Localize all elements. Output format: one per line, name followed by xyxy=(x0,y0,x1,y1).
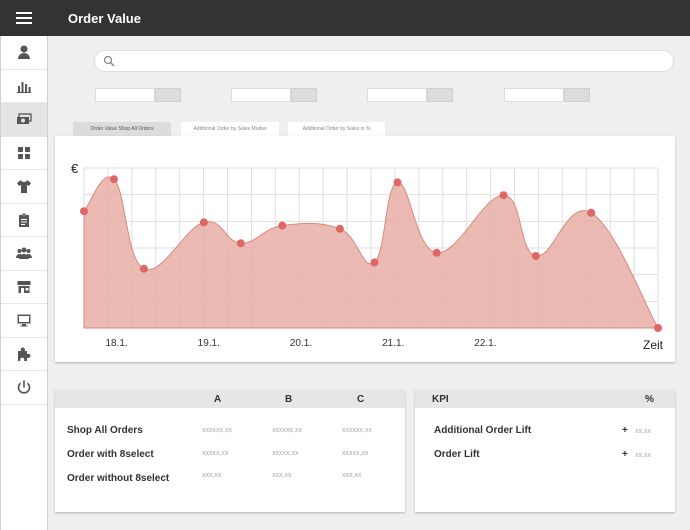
page-title: Order Value xyxy=(68,11,141,26)
table-cell: xxxxx,xx xyxy=(202,450,229,457)
store-icon xyxy=(17,280,31,293)
sidebar-item-products[interactable] xyxy=(1,170,47,204)
filter-3 xyxy=(367,88,453,102)
filter-4 xyxy=(504,88,590,102)
monitor-icon xyxy=(17,314,31,327)
plus-sign: + xyxy=(622,449,628,460)
search-icon xyxy=(103,55,115,67)
data-point-3[interactable] xyxy=(199,218,208,227)
table-cell: xxxxxx,xx xyxy=(272,427,302,434)
search-input[interactable] xyxy=(119,53,659,69)
chart-markers xyxy=(80,175,662,332)
sidebar-item-display[interactable] xyxy=(1,304,47,338)
hamburger-menu-icon[interactable] xyxy=(16,12,32,24)
x-axis-label: Zeit xyxy=(643,338,664,352)
row-label-shop-all-orders: Shop All Orders xyxy=(67,425,143,436)
table-cell: xxx,xx xyxy=(342,472,362,479)
bar-chart-icon xyxy=(17,81,31,93)
area-chart: 18.1. 19.1. 20.1. 21.1. 22.1. € Zeit xyxy=(71,161,664,352)
column-header-b: B xyxy=(285,394,293,405)
table-cell: xxxxxx,xx xyxy=(342,427,372,434)
table-cell: xxx,xx xyxy=(202,472,222,479)
data-point-9[interactable] xyxy=(432,248,441,257)
power-icon xyxy=(17,380,31,394)
puzzle-icon xyxy=(18,347,31,361)
tshirt-icon xyxy=(17,180,31,194)
search-bar[interactable] xyxy=(94,50,674,72)
x-tick-label: 22.1. xyxy=(474,338,496,349)
sidebar-item-dashboard[interactable] xyxy=(1,137,47,170)
row-label-order-lift: Order Lift xyxy=(434,449,480,460)
sidebar-item-shop[interactable] xyxy=(1,271,47,304)
sidebar xyxy=(0,36,48,530)
user-icon xyxy=(18,45,30,60)
data-point-7[interactable] xyxy=(370,258,379,267)
users-icon xyxy=(16,247,32,260)
filter-2-button[interactable] xyxy=(291,88,317,102)
data-point-1[interactable] xyxy=(109,175,118,184)
top-bar: Order Value xyxy=(0,0,690,36)
filter-4-input[interactable] xyxy=(504,88,564,102)
tab-additional-order-by-sales-modus[interactable]: Additional Order by Sales Modus xyxy=(181,122,279,137)
x-tick-label: 18.1. xyxy=(105,338,127,349)
table-cell: xx,xx xyxy=(635,452,651,459)
sidebar-item-user[interactable] xyxy=(1,36,47,70)
data-point-4[interactable] xyxy=(236,239,245,248)
x-tick-label: 21.1. xyxy=(382,338,404,349)
chart-panel: 18.1. 19.1. 20.1. 21.1. 22.1. € Zeit xyxy=(55,136,675,362)
column-header-percent: % xyxy=(645,394,654,405)
column-header-c: C xyxy=(357,394,365,405)
orders-table-header: A B C xyxy=(55,390,405,408)
grid-icon xyxy=(18,146,30,159)
clipboard-icon xyxy=(19,213,29,227)
data-point-11[interactable] xyxy=(531,252,540,260)
data-point-0[interactable] xyxy=(80,207,88,216)
sidebar-item-integrations[interactable] xyxy=(1,338,47,371)
data-point-5[interactable] xyxy=(278,221,287,230)
chart-x-ticks: 18.1. 19.1. 20.1. 21.1. 22.1. xyxy=(105,338,496,349)
column-header-a: A xyxy=(214,394,222,405)
orders-table-card: A B C Shop All Orders xxxxxx,xx xxxxxx,x… xyxy=(55,390,405,512)
kpi-table-card: KPI % Additional Order Lift + xx,xx Orde… xyxy=(415,390,675,512)
row-label-additional-order-lift: Additional Order Lift xyxy=(434,425,532,436)
data-point-13[interactable] xyxy=(654,324,662,332)
filter-2-input[interactable] xyxy=(231,88,291,102)
table-cell: xxxxx,xx xyxy=(272,450,299,457)
filter-1-button[interactable] xyxy=(155,88,181,102)
row-label-order-with-8select: Order with 8select xyxy=(67,449,154,460)
y-axis-label: € xyxy=(71,161,79,176)
kpi-table-header: KPI % xyxy=(415,390,675,408)
filter-1-input[interactable] xyxy=(95,88,155,102)
data-point-10[interactable] xyxy=(499,191,508,200)
sidebar-item-logout[interactable] xyxy=(1,371,47,405)
data-point-8[interactable] xyxy=(393,178,402,187)
x-tick-label: 19.1. xyxy=(198,338,220,349)
sidebar-item-order-value[interactable] xyxy=(1,103,47,137)
x-tick-label: 20.1. xyxy=(290,338,312,349)
filter-4-button[interactable] xyxy=(564,88,590,102)
sidebar-item-statistics[interactable] xyxy=(1,70,47,103)
filter-3-input[interactable] xyxy=(367,88,427,102)
data-point-6[interactable] xyxy=(335,224,344,233)
data-point-12[interactable] xyxy=(587,208,596,217)
sidebar-item-customers[interactable] xyxy=(1,237,47,271)
sidebar-item-reports[interactable] xyxy=(1,204,47,237)
tab-additional-order-by-sales-percent[interactable]: Additional Order by Sales in % xyxy=(288,122,385,137)
table-cell: xxxxx,xx xyxy=(342,450,369,457)
column-header-kpi: KPI xyxy=(432,394,449,405)
money-icon xyxy=(17,113,32,125)
data-point-2[interactable] xyxy=(139,264,148,273)
table-cell: xx,xx xyxy=(635,428,651,435)
filter-2 xyxy=(231,88,317,102)
filter-1 xyxy=(95,88,181,102)
row-label-order-without-8select: Order without 8select xyxy=(67,473,170,484)
plus-sign: + xyxy=(622,425,628,436)
tab-order-value-shop-all-orders[interactable]: Order Value Shop All Orders xyxy=(73,122,171,137)
table-cell: xxx,xx xyxy=(272,472,292,479)
filter-3-button[interactable] xyxy=(427,88,453,102)
table-cell: xxxxxx,xx xyxy=(202,427,232,434)
